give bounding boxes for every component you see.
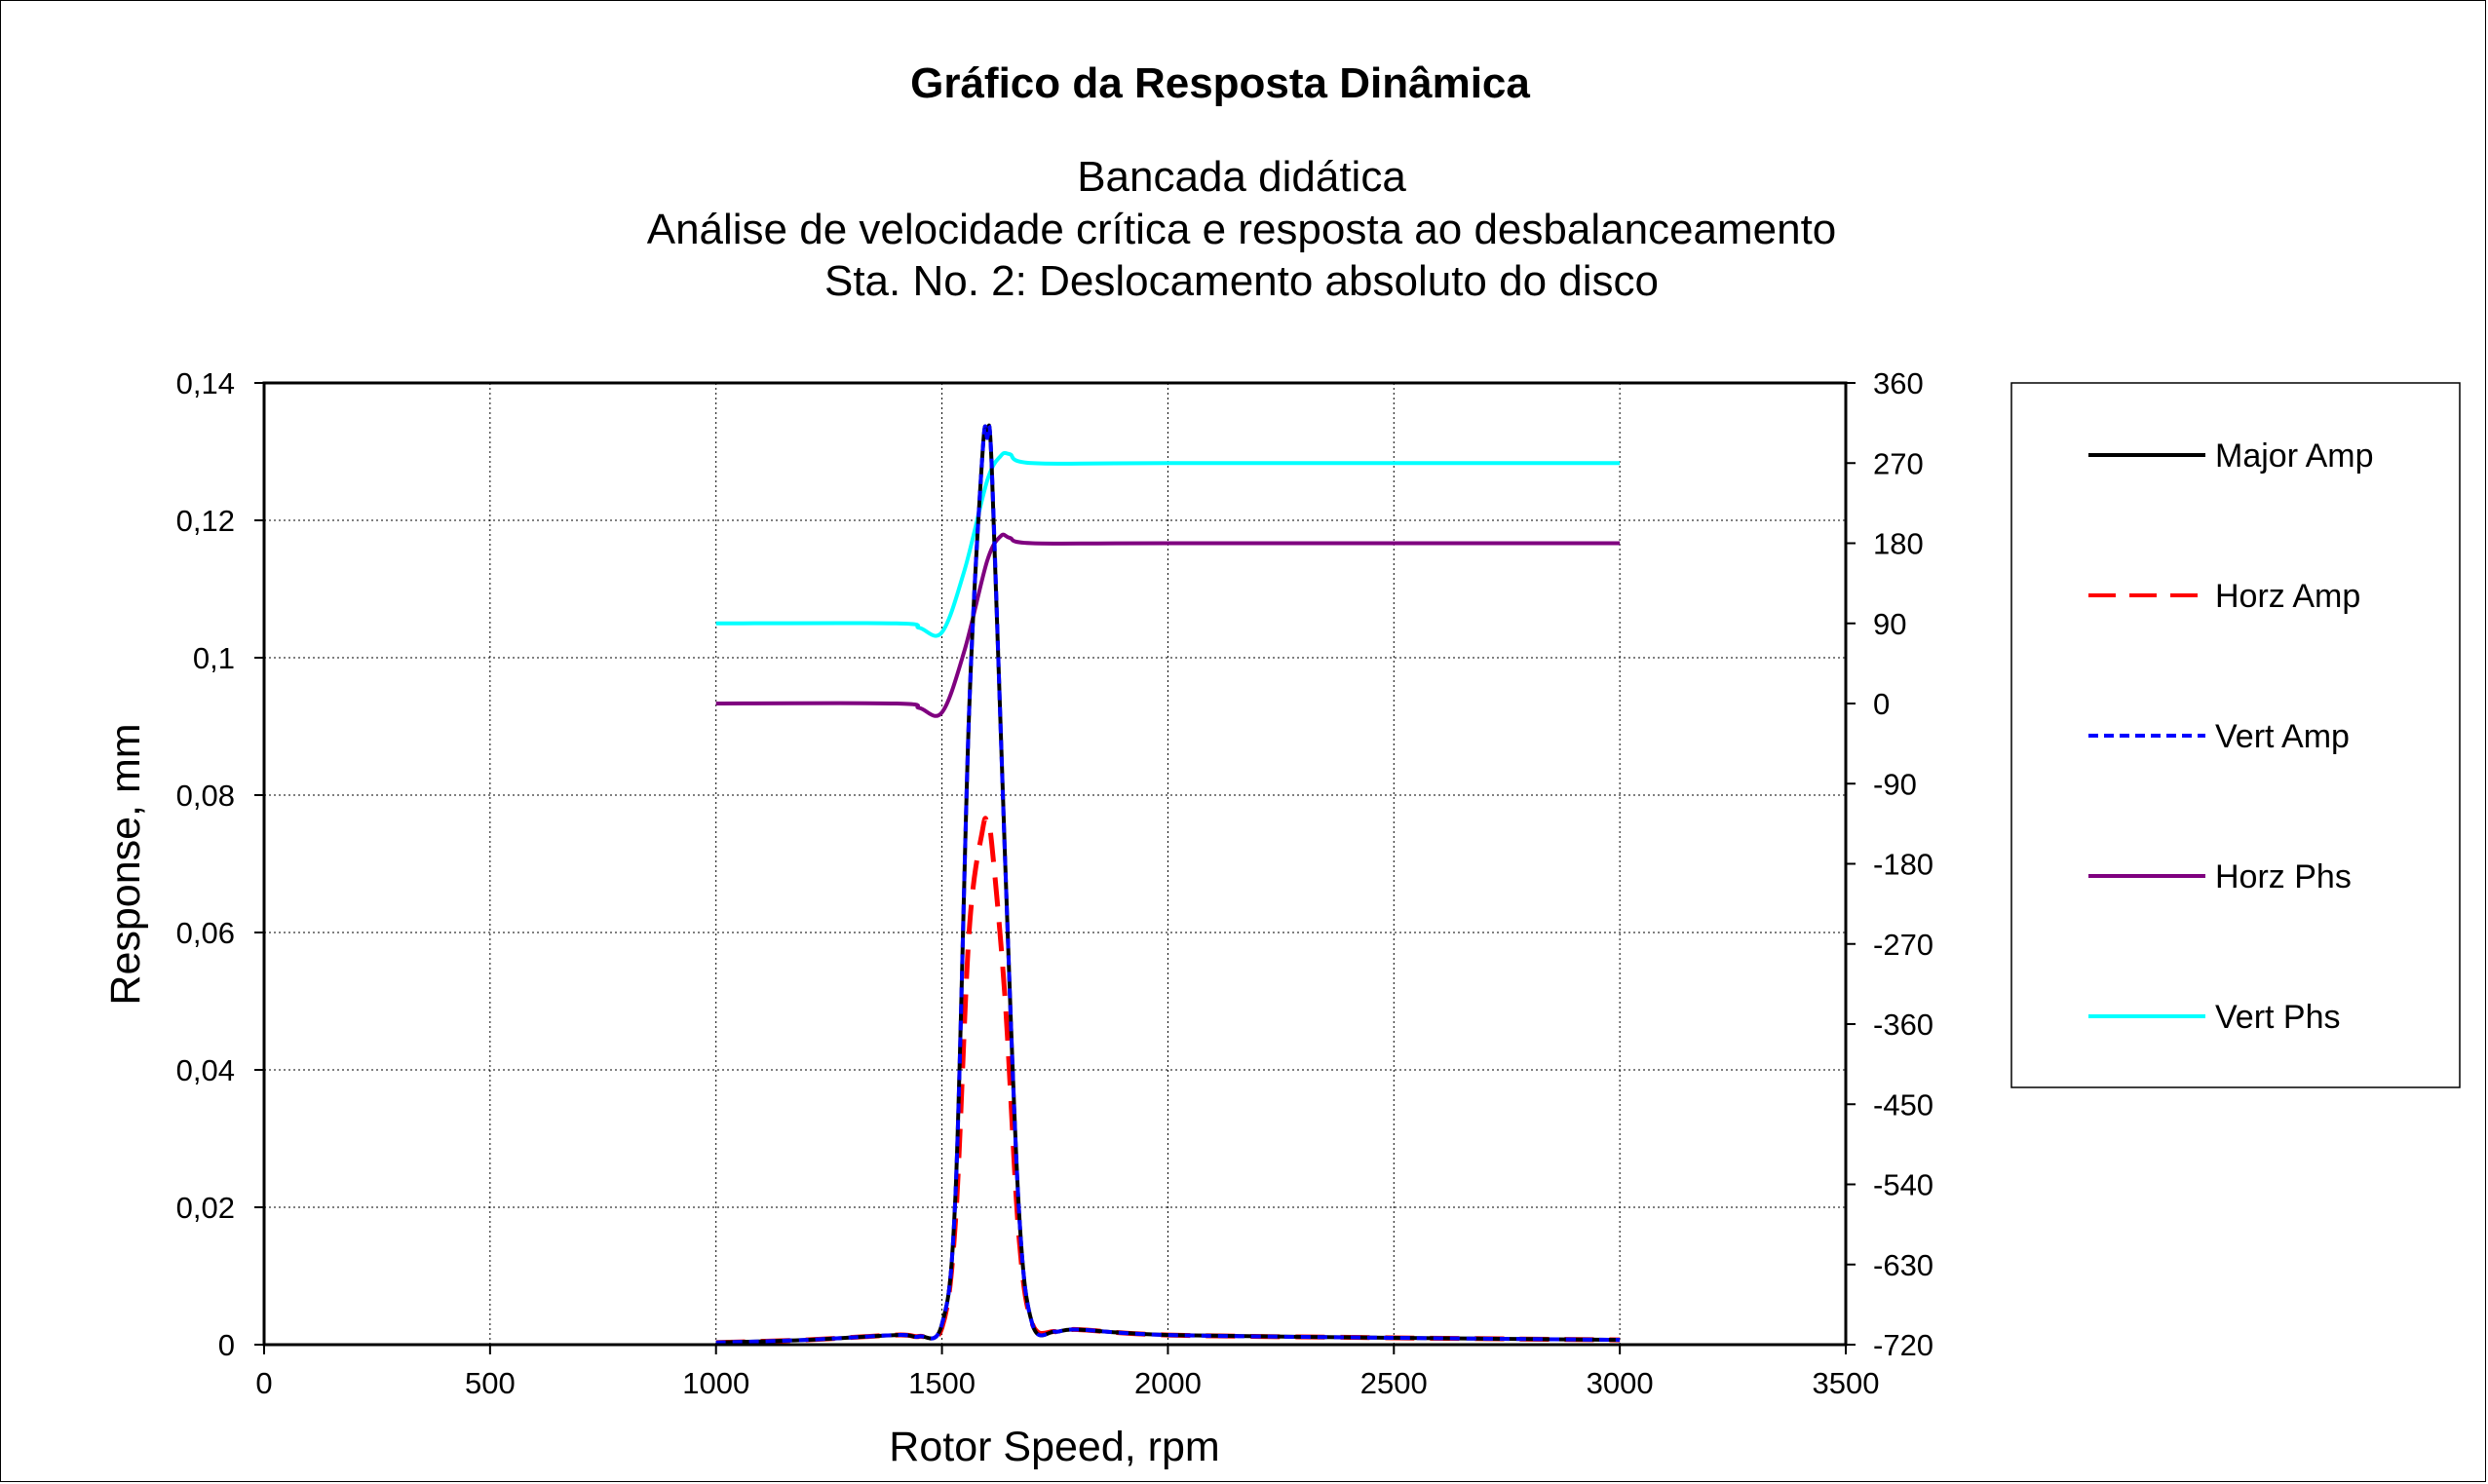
x-tick-label: 1000 xyxy=(682,1366,749,1400)
y-tick-label: 0,02 xyxy=(176,1191,235,1225)
y2-tick-label: 360 xyxy=(1873,366,1924,400)
y2-tick-label: -630 xyxy=(1873,1248,1933,1282)
x-tick-label: 0 xyxy=(255,1366,272,1400)
y2-tick-label: 180 xyxy=(1873,527,1924,561)
chart-subtitle-line-3: Sta. No. 2: Deslocamento absoluto do dis… xyxy=(824,257,1659,305)
chart-subtitle-line-1: Bancada didática xyxy=(1077,153,1406,201)
legend-label-vert-phs: Vert Phs xyxy=(2215,999,2341,1036)
y-axis-title: Response, mm xyxy=(102,723,149,1005)
y2-tick-label: -450 xyxy=(1873,1087,1933,1122)
y-tick-label: 0,08 xyxy=(176,779,235,813)
legend-box xyxy=(2010,382,2461,1088)
series-line-major-amp xyxy=(715,423,1621,1345)
legend-label-horz-amp: Horz Amp xyxy=(2215,578,2360,615)
y2-tick-label: -270 xyxy=(1873,928,1933,962)
x-tick-label: 1500 xyxy=(908,1366,976,1400)
x-tick-label: 2500 xyxy=(1360,1366,1428,1400)
y2-tick-label: -180 xyxy=(1873,848,1933,882)
y2-axis-ticks: -720 -630 -540 -450 -360 -270 -180 -90 0 90 180 270… xyxy=(1846,366,1933,1362)
y-axis-ticks: 0 0,02 0,04 0,06 0,08 0,1 0,12 0,14 xyxy=(176,366,264,1362)
series-line-vert-amp xyxy=(715,423,1621,1345)
x-tick-label: 3000 xyxy=(1587,1366,1654,1400)
y2-tick-label: -360 xyxy=(1873,1008,1933,1042)
chart-title: Gráfico da Resposta Dinâmica xyxy=(910,59,1530,107)
legend-label-major-amp: Major Amp xyxy=(2215,438,2374,475)
y-tick-label: 0,06 xyxy=(176,916,235,950)
y2-tick-label: -720 xyxy=(1873,1328,1933,1362)
y-tick-label: 0 xyxy=(218,1328,235,1362)
plot-area-border xyxy=(262,381,1848,1347)
y2-tick-label: -90 xyxy=(1873,767,1917,801)
x-tick-label: 500 xyxy=(465,1366,516,1400)
series-layer xyxy=(715,423,1621,1346)
x-axis-ticks: 0 500 1000 1500 2000 2500 3000 3500 xyxy=(255,1345,1879,1400)
y-tick-label: 0,12 xyxy=(176,504,235,538)
legend: Major Amp Horz Amp Vert Amp Horz Phs Vert Ph… xyxy=(2088,438,2374,1036)
x-axis-title: Rotor Speed, rpm xyxy=(889,1424,1219,1470)
y-tick-label: 0,14 xyxy=(176,366,235,400)
chart-subtitle-line-2: Análise de velocidade crítica e resposta… xyxy=(647,206,1837,253)
y2-tick-label: 90 xyxy=(1873,607,1906,641)
y2-tick-label: -540 xyxy=(1873,1168,1933,1202)
x-tick-label: 2000 xyxy=(1134,1366,1202,1400)
x-tick-label: 3500 xyxy=(1813,1366,1880,1400)
y2-tick-label: 0 xyxy=(1873,687,1890,721)
y-tick-label: 0,04 xyxy=(176,1053,235,1087)
series-line-horz-phs xyxy=(715,532,1621,718)
y-tick-label: 0,1 xyxy=(193,641,235,675)
y2-tick-label: 270 xyxy=(1873,446,1924,480)
series-line-vert-phs xyxy=(715,450,1621,638)
legend-label-horz-phs: Horz Phs xyxy=(2215,858,2352,895)
legend-label-vert-amp: Vert Amp xyxy=(2215,718,2350,755)
gridlines xyxy=(264,383,1846,1345)
